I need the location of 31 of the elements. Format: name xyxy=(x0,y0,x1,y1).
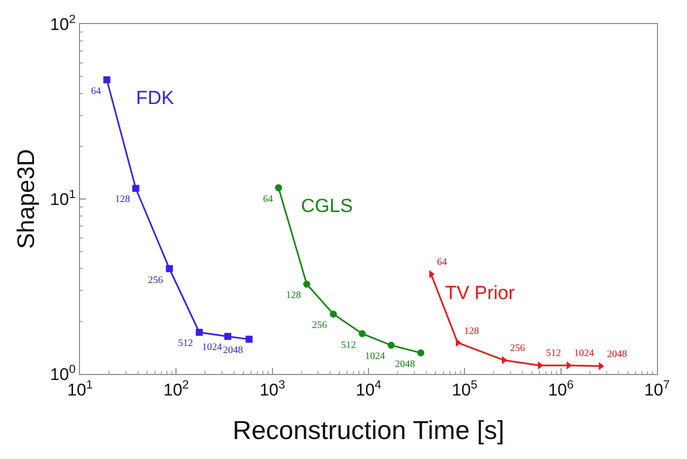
y-tick-label: 10$^{1}$ xyxy=(50,186,76,209)
y-axis-title: Shape3D xyxy=(13,148,40,250)
annotation: 512 xyxy=(178,338,193,349)
annotation: 512 xyxy=(341,340,356,351)
annotation: 64 xyxy=(263,194,273,205)
y-tick-label: 10$^{2}$ xyxy=(50,12,76,34)
annotation: 256 xyxy=(148,275,163,286)
annotation: 256 xyxy=(510,343,525,354)
annotation: 64 xyxy=(91,86,101,97)
x-axis-title: Reconstruction Time [s] xyxy=(232,415,504,446)
annotation: 2048 xyxy=(223,345,243,356)
annotation: 128 xyxy=(464,326,479,337)
series-label: CGLS xyxy=(301,196,353,217)
annotation: 2048 xyxy=(395,359,415,370)
annotation: 1024 xyxy=(202,342,222,353)
annotation: 512 xyxy=(546,348,561,359)
annotation: 64 xyxy=(437,257,447,268)
annotation: 2048 xyxy=(607,349,627,360)
annotation: 1024 xyxy=(574,348,594,359)
series-label: FDK xyxy=(136,88,174,109)
series-label: TV Prior xyxy=(445,283,516,304)
annotation: 128 xyxy=(286,290,301,301)
annotation: 128 xyxy=(115,194,130,205)
x-tick-label: 10$^{2}$ xyxy=(163,377,190,400)
x-tick-label: 10$^{4}$ xyxy=(356,377,382,400)
x-tick-label: 10$^{7}$ xyxy=(644,377,670,400)
x-tick-label: 10$^{6}$ xyxy=(548,377,574,400)
annotation: 1024 xyxy=(365,351,385,362)
annotation: 256 xyxy=(312,320,327,331)
x-tick-label: 10$^{3}$ xyxy=(260,377,286,400)
x-tick-label: 10$^{5}$ xyxy=(452,377,478,400)
